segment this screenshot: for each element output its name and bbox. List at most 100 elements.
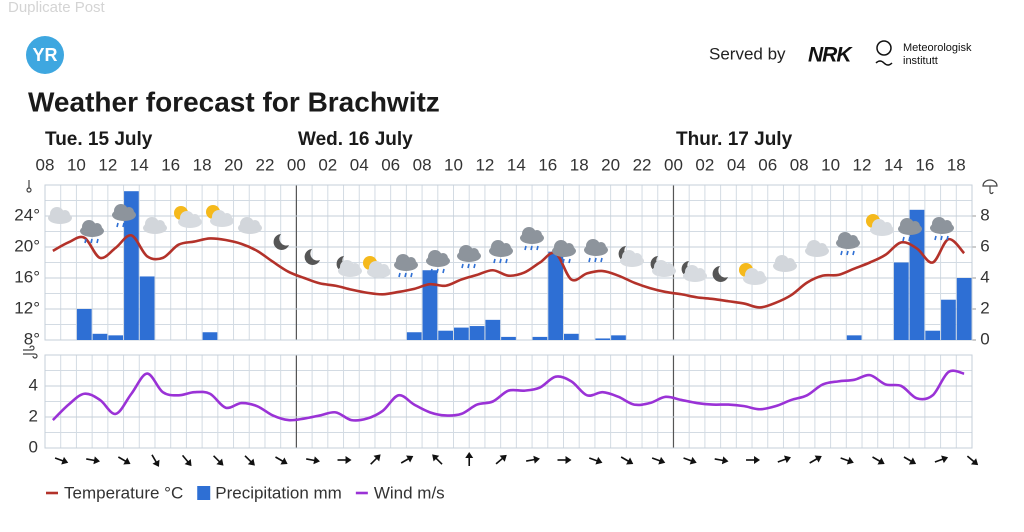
legend-item: Wind m/s xyxy=(355,483,445,502)
wind-arrow xyxy=(275,456,288,465)
wind-arrow-head xyxy=(373,454,381,462)
wind-arrow-head xyxy=(970,458,979,466)
wind-arrow xyxy=(903,456,917,465)
raindrop xyxy=(840,250,843,256)
cloud xyxy=(664,263,674,273)
wind-arrow xyxy=(244,455,255,466)
y-tick-label: 20° xyxy=(14,236,40,255)
hour-label: 12 xyxy=(475,155,494,174)
wind-arrow-head xyxy=(908,457,917,465)
hour-label: 10 xyxy=(67,155,86,174)
weather-symbol xyxy=(805,240,829,257)
wind-arrow xyxy=(117,456,131,465)
chart-title: Weather forecast for Brachwitz xyxy=(28,86,440,117)
hour-label: 16 xyxy=(538,155,557,174)
weather-symbol xyxy=(174,206,202,228)
wind-arrow xyxy=(872,456,885,465)
cloud xyxy=(564,243,574,253)
cloud xyxy=(785,258,795,268)
raindrop xyxy=(588,257,591,263)
precipitation-bar xyxy=(124,191,139,340)
legend-swatch xyxy=(197,486,211,500)
cloud xyxy=(932,217,946,231)
precipitation-bar xyxy=(108,335,124,340)
raindrop xyxy=(473,263,476,269)
cloud xyxy=(92,223,102,233)
logo-text: YR xyxy=(32,45,57,65)
hour-label: 08 xyxy=(413,155,432,174)
thermometer-bulb xyxy=(26,187,32,193)
precipitation-bar xyxy=(485,319,501,340)
weather-symbol xyxy=(866,214,894,236)
cloud xyxy=(501,243,511,253)
raindrop xyxy=(404,272,407,278)
cloud xyxy=(532,230,542,240)
raindrop xyxy=(442,268,445,274)
raindrop xyxy=(436,268,439,274)
wind-arrow-head xyxy=(313,456,320,465)
y-tick-label: 8° xyxy=(24,329,40,348)
wind-arrow-head xyxy=(216,458,224,466)
cloud xyxy=(82,220,96,234)
cloud xyxy=(114,204,128,218)
precipitation-bar xyxy=(846,335,862,340)
met-name[interactable]: Meteorologisk xyxy=(903,42,972,54)
moon xyxy=(712,266,728,282)
weather-symbol xyxy=(238,217,262,234)
hour-label: 20 xyxy=(224,155,243,174)
hour-label: 12 xyxy=(98,155,117,174)
raindrop xyxy=(562,258,565,264)
wind-arrow xyxy=(714,456,729,465)
precipitation-bar xyxy=(595,338,611,340)
cloud xyxy=(755,271,765,281)
cloud xyxy=(654,260,668,274)
wind-arrow xyxy=(683,456,697,465)
raindrop xyxy=(90,238,93,244)
met-logo-wave xyxy=(875,60,893,66)
raindrop xyxy=(461,263,464,269)
y-tick-label: 2 xyxy=(29,406,38,425)
raindrop xyxy=(934,235,937,241)
hour-label: 18 xyxy=(570,155,589,174)
series-line xyxy=(51,369,965,422)
cloud xyxy=(695,268,705,278)
yr-logo[interactable]: YR xyxy=(26,36,64,74)
hour-label: 18 xyxy=(193,155,212,174)
cloud xyxy=(369,261,383,275)
wind-arrow-head xyxy=(846,456,854,465)
weather-symbol xyxy=(304,249,320,265)
cloud xyxy=(942,220,952,230)
duplicate-post[interactable]: Duplicate Post xyxy=(8,0,106,16)
weather-symbol xyxy=(112,204,136,228)
weather-symbol xyxy=(930,217,954,241)
hour-label: 04 xyxy=(727,155,746,174)
raindrop xyxy=(600,257,603,263)
wind-arrow-head xyxy=(152,459,160,467)
y-tick-label: 0 xyxy=(29,437,38,456)
weather-symbol xyxy=(836,232,860,256)
wind-arrow xyxy=(86,456,101,465)
precipitation-bar xyxy=(956,278,972,340)
weather-symbol xyxy=(206,205,234,227)
wind-arrow xyxy=(966,455,979,466)
hour-label: 00 xyxy=(287,155,306,174)
wind-arrow xyxy=(337,456,352,464)
wind-arrow xyxy=(495,454,507,465)
wind-arrow xyxy=(651,456,666,465)
moon xyxy=(304,249,320,265)
hour-label: 06 xyxy=(381,155,400,174)
precipitation-bar xyxy=(501,336,516,340)
hour-label: 02 xyxy=(695,155,714,174)
weather-symbol xyxy=(773,255,797,272)
nrk-logo[interactable]: NRK xyxy=(808,44,854,67)
cloud xyxy=(155,220,165,230)
wind-arrow-head xyxy=(941,455,949,464)
weather-symbol xyxy=(618,246,644,267)
weather-symbol xyxy=(898,218,922,242)
raindrop xyxy=(902,236,905,242)
wind-arrow xyxy=(370,454,381,465)
cloud xyxy=(428,250,442,264)
y2-tick-label: 8 xyxy=(980,205,989,224)
met-name[interactable]: institutt xyxy=(903,55,938,67)
